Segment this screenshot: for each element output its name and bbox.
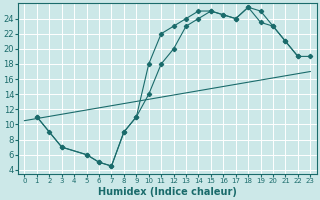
X-axis label: Humidex (Indice chaleur): Humidex (Indice chaleur) — [98, 187, 237, 197]
